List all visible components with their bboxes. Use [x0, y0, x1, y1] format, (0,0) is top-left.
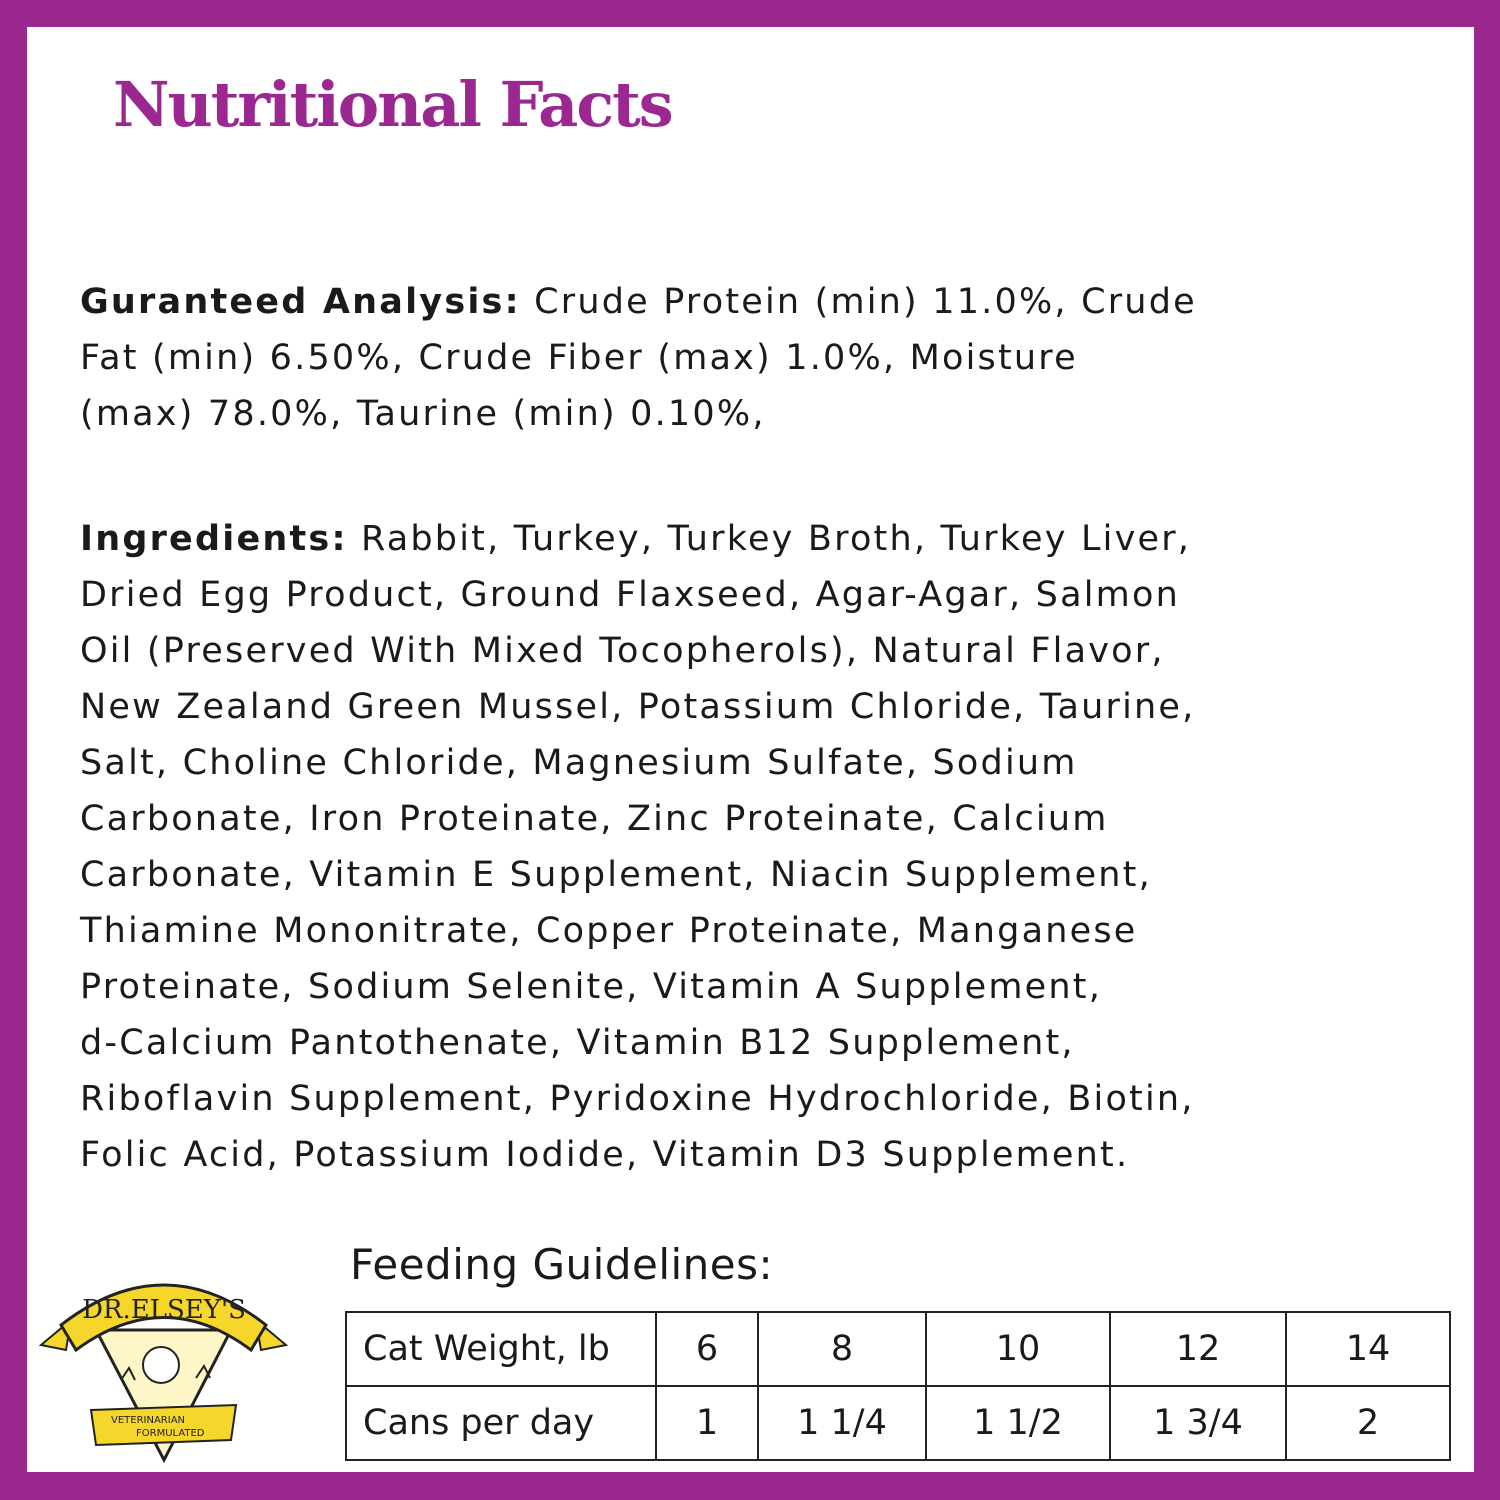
text-line: Dried Egg Product, Ground Flaxseed, Agar… [80, 575, 1180, 615]
table-cell: 8 [757, 1311, 927, 1387]
feeding-guidelines-heading: Feeding Guidelines: [350, 1240, 774, 1289]
text-line: Carbonate, Iron Proteinate, Zinc Protein… [80, 799, 1109, 839]
ingredients: Ingredients: Rabbit, Turkey, Turkey Brot… [80, 511, 1195, 1183]
text-line: Fat (min) 6.50%, Crude Fiber (max) 1.0%,… [80, 338, 1078, 378]
table-row: Cans per day 1 1 1/4 1 1/2 1 3/4 2 [345, 1385, 1451, 1461]
text-line: Proteinate, Sodium Selenite, Vitamin A S… [80, 967, 1103, 1007]
text-line: Rabbit, Turkey, Turkey Broth, Turkey Liv… [347, 519, 1192, 559]
text-line: Salt, Choline Chloride, Magnesium Sulfat… [80, 743, 1078, 783]
table-cell: 10 [925, 1311, 1111, 1387]
text-line: Crude Protein (min) 11.0%, Crude [520, 282, 1197, 322]
text-line: Oil (Preserved With Mixed Tocopherols), … [80, 631, 1165, 671]
table-cell: 1 3/4 [1109, 1385, 1287, 1461]
text-line: (max) 78.0%, Taurine (min) 0.10%, [80, 394, 766, 434]
text-line: d-Calcium Pantothenate, Vitamin B12 Supp… [80, 1023, 1075, 1063]
text-line: New Zealand Green Mussel, Potassium Chlo… [80, 687, 1196, 727]
svg-text:VETERINARIAN: VETERINARIAN [111, 1415, 185, 1426]
text-line: Folic Acid, Potassium Iodide, Vitamin D3… [80, 1135, 1130, 1175]
table-cell: 2 [1285, 1385, 1451, 1461]
table-cell: 6 [655, 1311, 759, 1387]
svg-text:FORMULATED: FORMULATED [136, 1428, 205, 1439]
guaranteed-analysis: Guranteed Analysis: Crude Protein (min) … [80, 274, 1197, 442]
page-title: Nutritional Facts [113, 68, 674, 141]
dr-elseys-logo: DR.ELSEY'S VETERINARIAN FORMULATED [38, 1283, 289, 1464]
table-cell: 12 [1109, 1311, 1287, 1387]
content-panel [27, 27, 1474, 1472]
row-header: Cans per day [345, 1385, 657, 1461]
feeding-table: Cat Weight, lb 6 8 10 12 14 Cans per day… [345, 1311, 1451, 1461]
text-line: Thiamine Mononitrate, Copper Proteinate,… [80, 911, 1138, 951]
row-header: Cat Weight, lb [345, 1311, 657, 1387]
table-row: Cat Weight, lb 6 8 10 12 14 [345, 1311, 1451, 1387]
table-cell: 14 [1285, 1311, 1451, 1387]
table-cell: 1 [655, 1385, 759, 1461]
guaranteed-analysis-label: Guranteed Analysis: [80, 282, 521, 322]
text-line: Riboflavin Supplement, Pyridoxine Hydroc… [80, 1079, 1195, 1119]
text-line: Carbonate, Vitamin E Supplement, Niacin … [80, 855, 1152, 895]
svg-text:DR.ELSEY'S: DR.ELSEY'S [82, 1295, 246, 1325]
table-cell: 1 1/2 [925, 1385, 1111, 1461]
ingredients-label: Ingredients: [80, 519, 348, 559]
table-cell: 1 1/4 [757, 1385, 927, 1461]
